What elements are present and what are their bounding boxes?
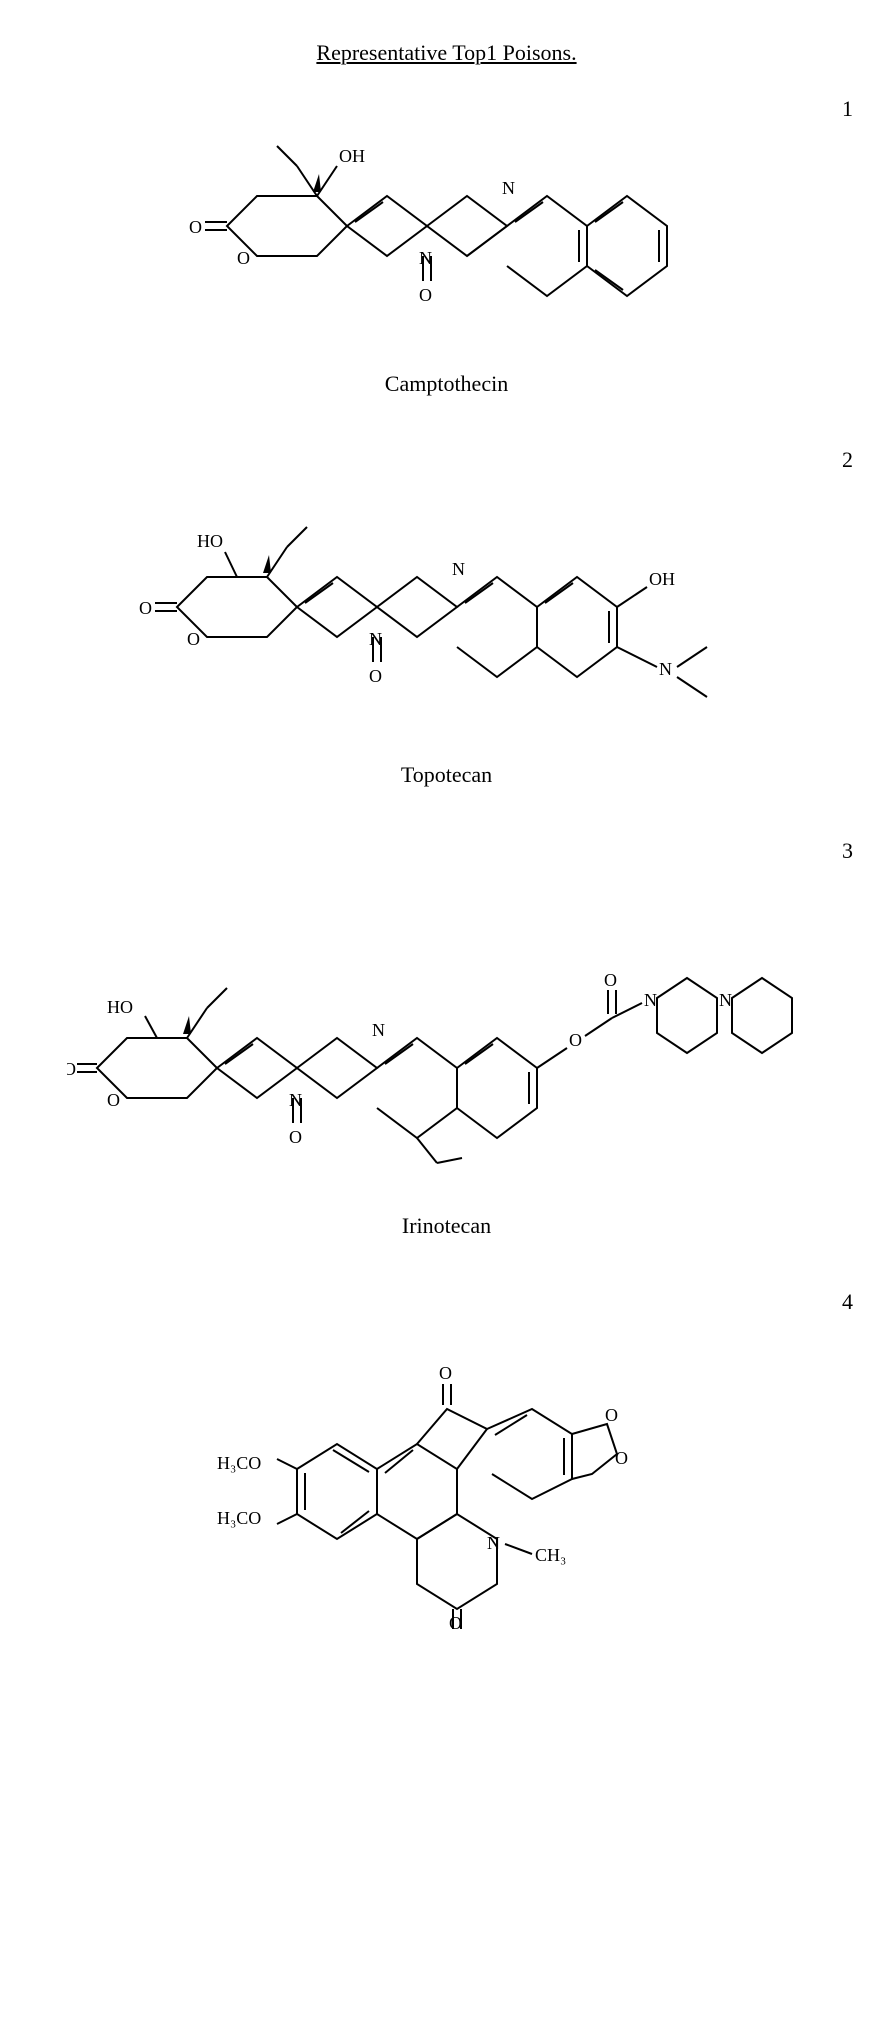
- svg-text:O: O: [369, 666, 382, 686]
- svg-text:OH: OH: [649, 569, 675, 589]
- svg-text:O: O: [419, 285, 432, 305]
- svg-text:O: O: [67, 1059, 76, 1079]
- svg-text:O: O: [449, 1613, 462, 1629]
- svg-text:O: O: [187, 629, 200, 649]
- compound-block-4: 4 H₃CO H₃CO O O O: [30, 1289, 863, 1629]
- structure-irinotecan: O O HO N O N O: [67, 838, 827, 1198]
- svg-text:O: O: [237, 248, 250, 268]
- label-h3co-1: H₃CO: [217, 1453, 261, 1473]
- svg-text:HO: HO: [197, 531, 223, 551]
- compound-block-3: 3 O O HO N O N: [30, 838, 863, 1239]
- compound-name-1: Camptothecin: [30, 371, 863, 397]
- svg-text:HO: HO: [107, 997, 133, 1017]
- svg-text:N: N: [452, 559, 465, 579]
- compound-number-4: 4: [842, 1289, 853, 1315]
- compound-name-2: Topotecan: [30, 762, 863, 788]
- compound-name-3: Irinotecan: [30, 1213, 863, 1239]
- svg-text:O: O: [107, 1090, 120, 1110]
- svg-text:O: O: [604, 970, 617, 990]
- svg-text:O: O: [439, 1363, 452, 1383]
- compound-number-1: 1: [842, 96, 853, 122]
- compound-block-1: 1 O O OH N O: [30, 96, 863, 397]
- svg-text:N: N: [719, 990, 732, 1010]
- svg-text:N: N: [659, 659, 672, 679]
- svg-text:O: O: [289, 1127, 302, 1147]
- svg-text:N: N: [487, 1533, 500, 1553]
- compound-number-3: 3: [842, 838, 853, 864]
- svg-text:O: O: [189, 217, 202, 237]
- structure-camptothecin: O O OH N O N: [187, 96, 707, 356]
- structure-topotecan: O O HO N O N OH: [137, 447, 757, 747]
- compound-block-2: 2 O O HO N O N: [30, 447, 863, 788]
- svg-text:N: N: [502, 178, 515, 198]
- svg-text:O: O: [615, 1448, 628, 1468]
- label-ch3: CH₃: [535, 1545, 566, 1565]
- svg-text:N: N: [644, 990, 657, 1010]
- svg-text:N: N: [372, 1020, 385, 1040]
- label-h3co-2: H₃CO: [217, 1508, 261, 1528]
- page-title: Representative Top1 Poisons.: [30, 40, 863, 66]
- compound-number-2: 2: [842, 447, 853, 473]
- structure-compound-4: H₃CO H₃CO O O O N O: [187, 1289, 707, 1629]
- svg-text:O: O: [139, 598, 152, 618]
- svg-text:O: O: [569, 1030, 582, 1050]
- svg-text:O: O: [605, 1405, 618, 1425]
- svg-text:OH: OH: [339, 146, 365, 166]
